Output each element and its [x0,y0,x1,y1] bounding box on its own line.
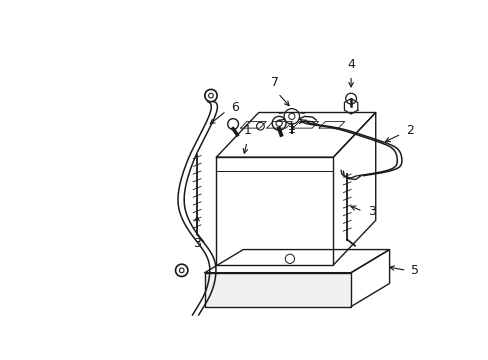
Bar [204,273,350,306]
Text: 3: 3 [367,204,375,217]
Text: 5: 5 [410,264,418,277]
Text: 2: 2 [406,125,413,138]
Bar [216,157,333,265]
Text: 4: 4 [346,58,354,71]
Text: 6: 6 [230,102,238,114]
Text: 1: 1 [243,124,250,137]
Text: 7: 7 [270,76,278,89]
Text: 3: 3 [193,237,201,250]
